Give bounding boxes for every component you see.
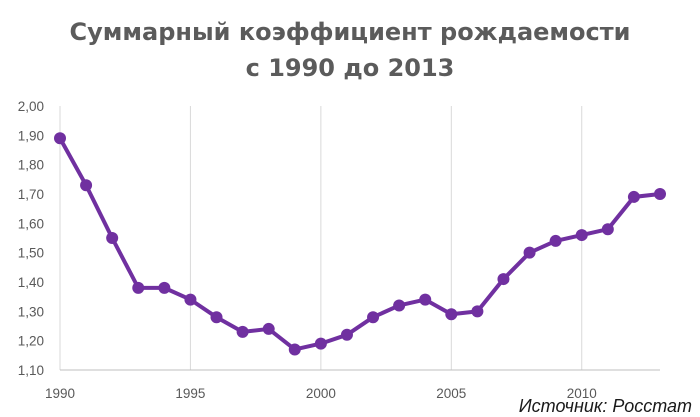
data-point — [288, 343, 301, 356]
y-tick-label: 1,20 — [18, 334, 44, 349]
data-point — [262, 322, 275, 335]
y-tick-label: 1,10 — [18, 363, 44, 378]
data-point — [471, 305, 484, 318]
data-point — [445, 308, 458, 321]
x-tick-label: 2010 — [567, 386, 597, 401]
data-point — [184, 293, 197, 306]
data-point — [497, 273, 510, 286]
x-tick-label: 1990 — [45, 386, 75, 401]
data-point — [80, 179, 93, 192]
y-tick-label: 2,00 — [18, 99, 44, 114]
chart-title-line-2: с 1990 до 2013 — [246, 54, 455, 82]
y-tick-label: 1,60 — [18, 216, 44, 231]
y-tick-label: 1,30 — [18, 304, 44, 319]
data-point — [523, 246, 536, 259]
data-point — [393, 299, 406, 312]
data-point — [132, 281, 145, 294]
data-point — [340, 328, 353, 341]
data-point — [236, 325, 249, 338]
data-series — [54, 132, 666, 356]
data-point — [654, 188, 666, 200]
y-tick-label: 1,40 — [18, 275, 44, 290]
data-point — [106, 232, 119, 244]
x-tick-label: 2005 — [436, 386, 466, 401]
data-point — [54, 132, 66, 145]
series-line — [58, 136, 662, 352]
y-tick-label: 1,80 — [18, 158, 44, 173]
y-tick-label: 1,90 — [18, 128, 44, 143]
data-point — [601, 223, 614, 236]
source-note: Источник: Росстат — [519, 396, 692, 416]
y-tick-label: 1,50 — [18, 246, 44, 261]
data-point — [549, 234, 562, 247]
data-point — [210, 311, 223, 324]
data-point — [158, 281, 171, 294]
x-axis-ticks: 1990 1995 2000 2005 2010 — [45, 386, 597, 401]
x-tick-label: 2000 — [306, 386, 336, 401]
data-point — [367, 311, 380, 324]
x-tick-label: 1995 — [175, 386, 205, 401]
chart-title-line-1: Суммарный коэффициент рождаемости — [70, 18, 631, 46]
data-point — [627, 190, 640, 203]
data-point — [419, 293, 432, 306]
y-axis-ticks: 1,10 1,20 1,30 1,40 1,50 1,60 1,70 1,80 1,90 2,00 — [18, 99, 44, 378]
data-point — [314, 337, 327, 350]
y-tick-label: 1,70 — [18, 187, 44, 202]
data-point — [575, 229, 588, 242]
